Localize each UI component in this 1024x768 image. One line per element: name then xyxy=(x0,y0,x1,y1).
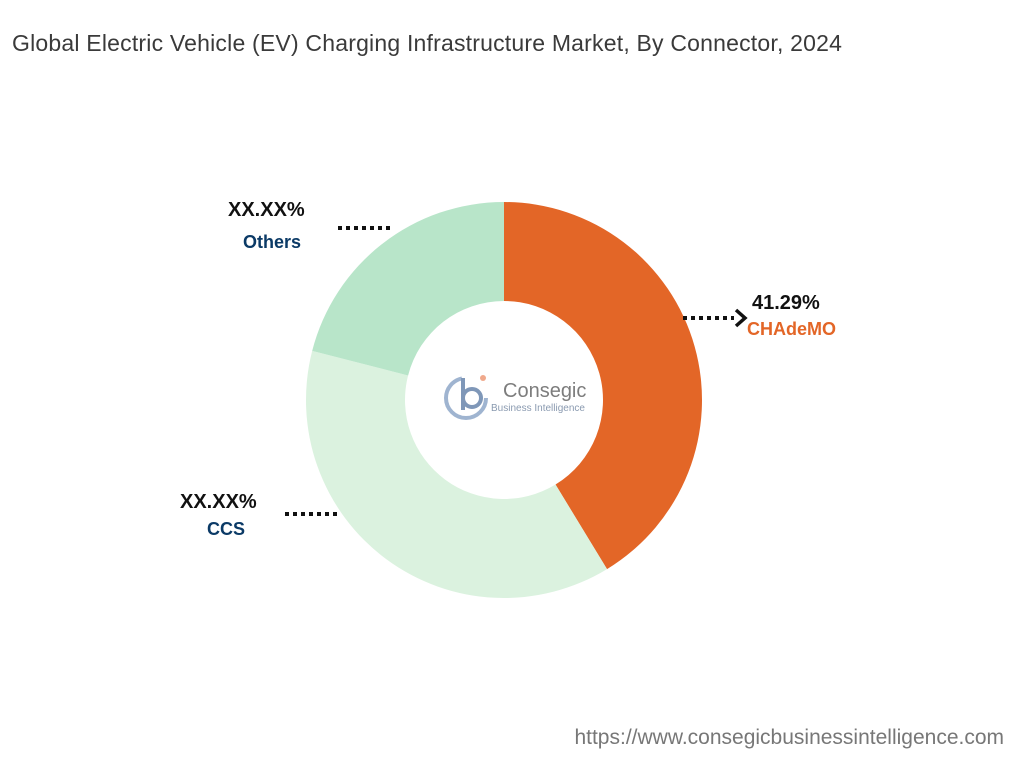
consegic-logo: Consegic Business Intelligence xyxy=(444,375,586,420)
value-ccs: XX.XX% xyxy=(180,491,257,513)
slice-ccs xyxy=(306,350,608,598)
slice-chademo xyxy=(504,202,702,570)
value-others: XX.XX% xyxy=(228,199,305,221)
logo-b-icon xyxy=(461,387,483,409)
footer-url: https://www.consegicbusinessintelligence… xyxy=(574,726,1004,749)
logo-name: Consegic xyxy=(503,380,586,402)
chart-title: Global Electric Vehicle (EV) Charging In… xyxy=(12,30,843,56)
logo-dot-icon xyxy=(480,375,486,381)
label-ccs: XX.XX% CCS xyxy=(180,491,338,539)
name-ccs: CCS xyxy=(207,519,245,539)
logo-ring-icon xyxy=(444,376,488,420)
label-others: XX.XX% Others xyxy=(228,199,392,252)
arrow-right-icon xyxy=(734,308,748,328)
donut-slices xyxy=(306,202,702,598)
value-chademo: 41.29% xyxy=(752,292,820,314)
name-chademo: CHAdeMO xyxy=(747,319,836,339)
label-chademo: 41.29% CHAdeMO xyxy=(683,292,836,339)
name-others: Others xyxy=(243,232,301,252)
slice-others xyxy=(312,202,504,376)
logo-tagline: Business Intelligence xyxy=(491,403,585,414)
